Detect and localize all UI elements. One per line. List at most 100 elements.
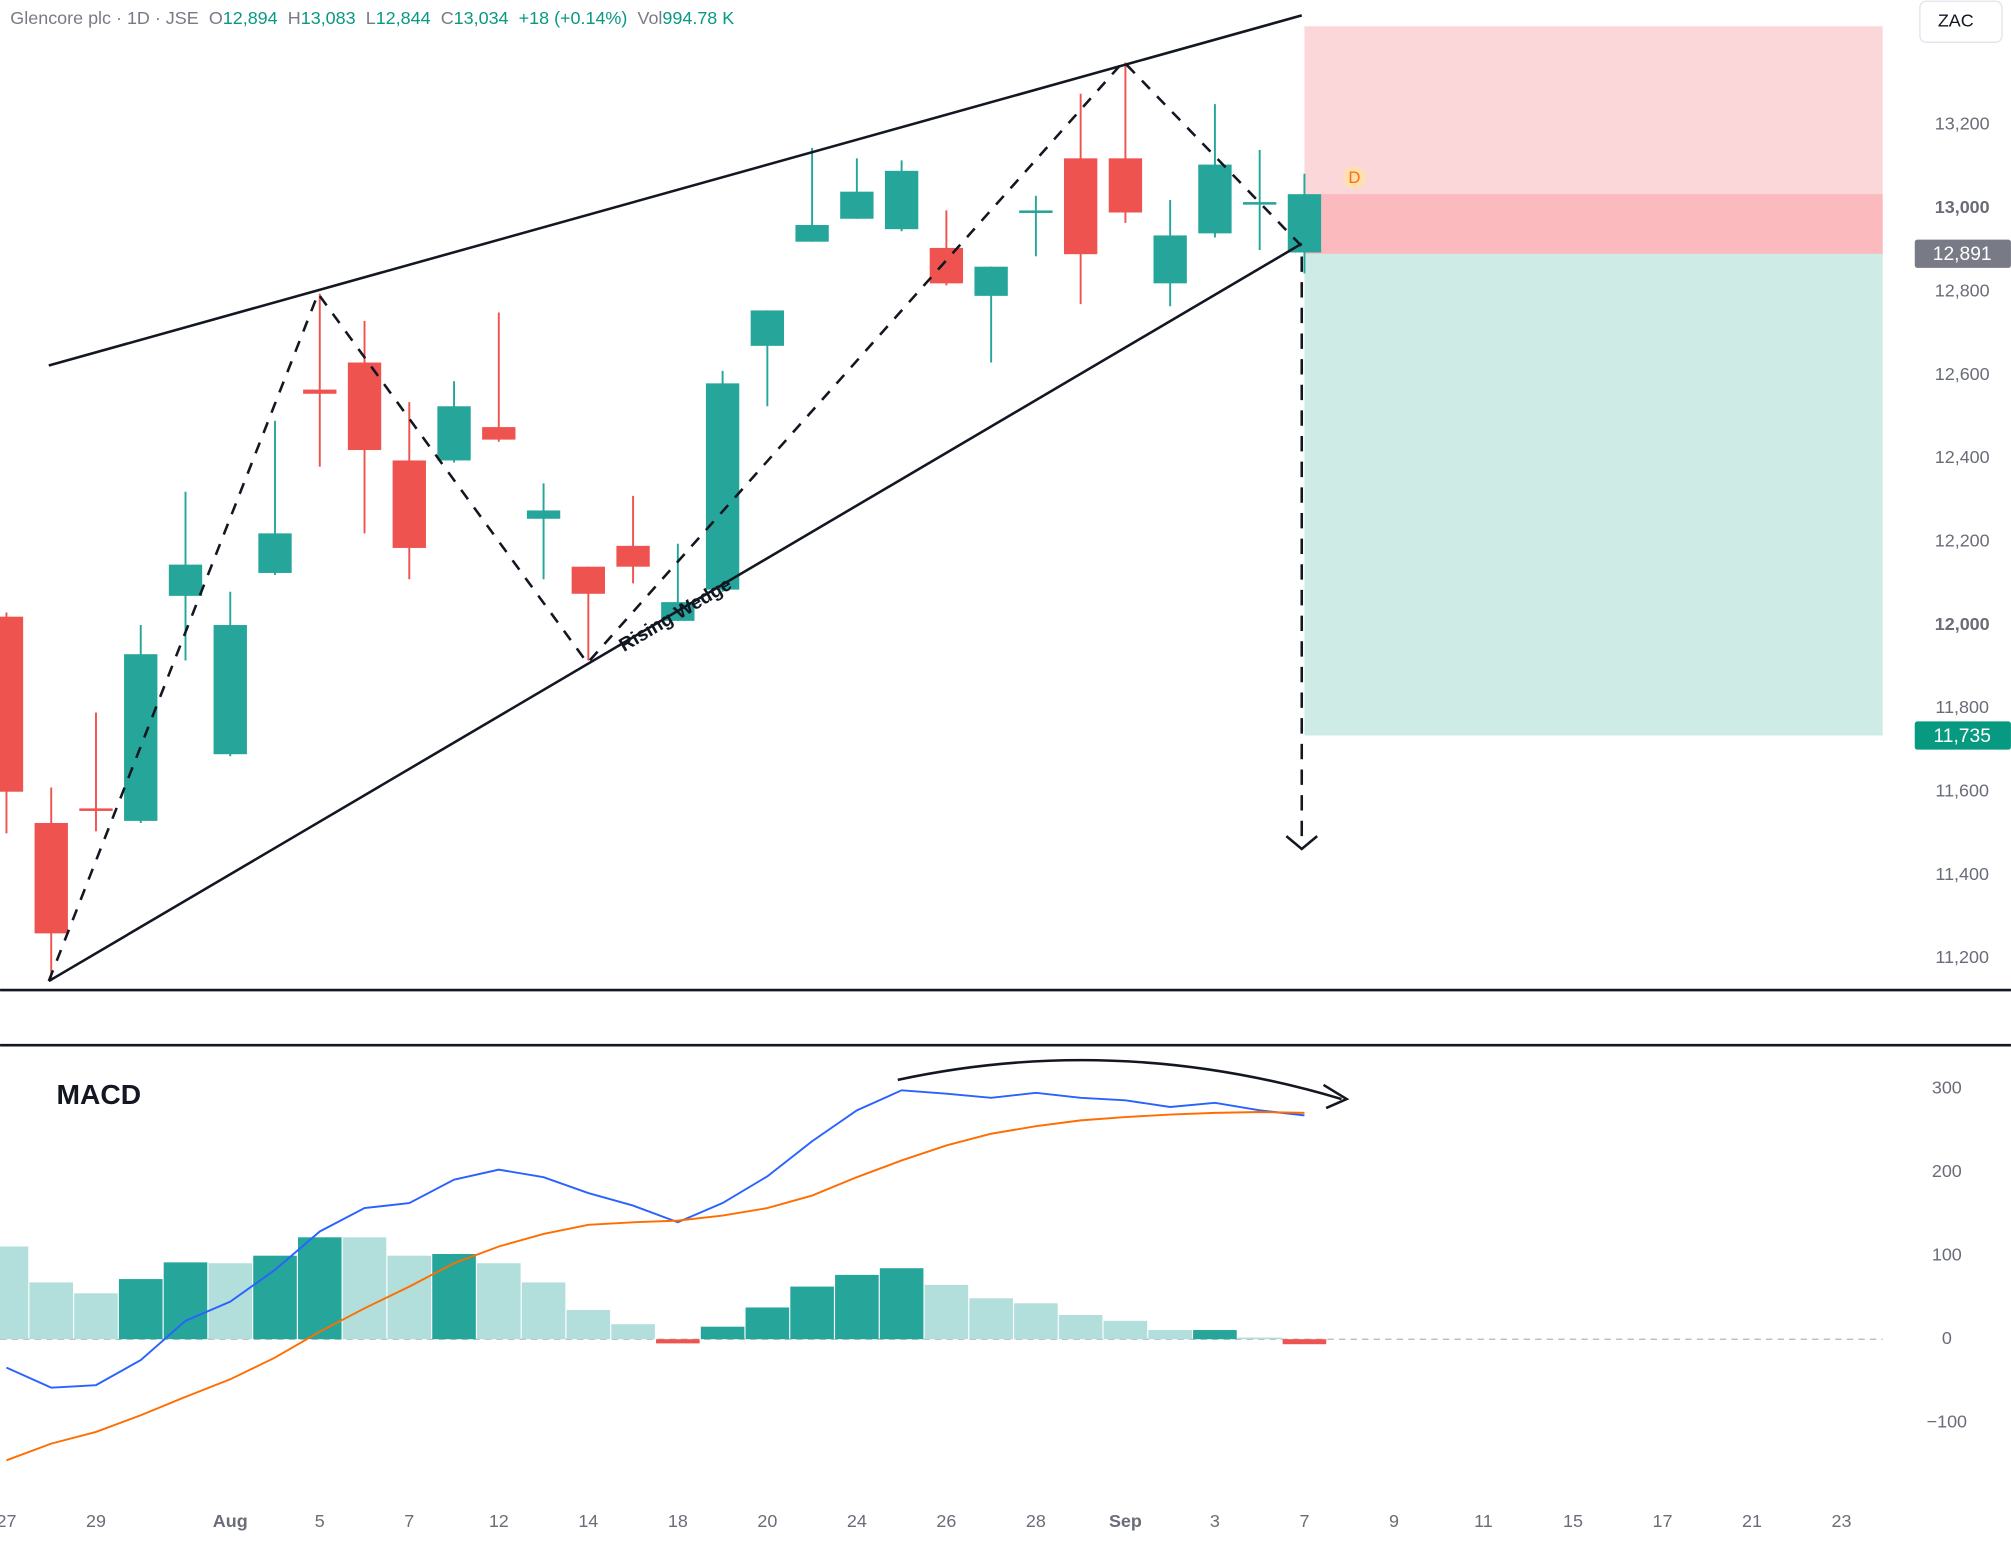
candle-body <box>213 625 247 755</box>
histogram-bar <box>611 1324 655 1340</box>
ohlc-key: L <box>366 8 376 28</box>
y-tick-label: 11,800 <box>1935 697 1989 717</box>
histogram-bar <box>745 1307 790 1340</box>
open-loss-zone <box>1304 194 1883 254</box>
candle-body <box>616 545 650 567</box>
y-tick-label: 300 <box>1932 1077 1962 1097</box>
ohlc-key: H <box>288 8 301 28</box>
y-tick-label: 100 <box>1932 1244 1962 1264</box>
histogram-bar <box>790 1286 834 1340</box>
x-tick-label: 21 <box>1742 1511 1762 1531</box>
price-tag-label: 11,735 <box>1934 726 1991 747</box>
symbol-legend: Glencore plc · 1D · JSE O12,894 H13,083 … <box>10 8 734 28</box>
macd-arc-arrowhead <box>1322 1083 1350 1110</box>
ohlc-value: 12,844 <box>376 8 431 28</box>
y-tick-label: 12,000 <box>1935 614 1990 634</box>
currency-button[interactable]: ZAC <box>1919 0 2003 43</box>
y-tick-label: 0 <box>1942 1328 1952 1348</box>
y-tick-label: 13,000 <box>1935 197 1990 217</box>
y-tick-label: 12,800 <box>1935 280 1990 300</box>
symbol: Glencore plc · 1D · JSE <box>10 8 198 28</box>
x-tick-label: 5 <box>315 1511 325 1531</box>
ohlc-key: C <box>441 8 454 28</box>
event-marker <box>1342 165 1366 190</box>
x-tick-label: 3 <box>1210 1511 1220 1531</box>
candle-body <box>526 510 561 519</box>
histogram-bar <box>700 1326 745 1340</box>
x-tick-label: 27 <box>0 1511 16 1531</box>
histogram-bar <box>342 1237 387 1340</box>
macd-arc-arrow <box>897 1058 1342 1101</box>
wedge-drawing <box>47 14 1350 1110</box>
y-tick-label: 12,600 <box>1935 364 1990 384</box>
x-tick-label: 20 <box>757 1511 777 1531</box>
histogram-bar <box>476 1263 521 1340</box>
x-tick-label: Aug <box>213 1511 248 1531</box>
histogram-bar <box>1282 1339 1327 1345</box>
x-tick-label: 12 <box>489 1511 509 1531</box>
x-tick-label: 29 <box>86 1511 106 1531</box>
candle-body <box>168 564 203 596</box>
histogram-bar <box>1058 1314 1103 1340</box>
candle-body <box>258 533 292 573</box>
currency-label[interactable]: ZAC <box>1938 11 1974 31</box>
candle-body <box>795 225 829 242</box>
histogram-bar <box>1148 1330 1192 1340</box>
volume-key: Vol <box>637 8 662 28</box>
x-tick-label: 28 <box>1026 1511 1046 1531</box>
histogram-bar <box>297 1237 342 1340</box>
histogram-bar <box>0 1246 29 1340</box>
histogram-bar <box>118 1279 163 1340</box>
histogram-bar <box>387 1255 432 1340</box>
histogram-bar <box>163 1262 208 1340</box>
x-tick-label: 9 <box>1389 1511 1399 1531</box>
candle-body <box>124 654 158 821</box>
pattern-label: Rising Wedge <box>616 574 736 657</box>
candle-body <box>303 389 337 394</box>
candle-body <box>1063 158 1098 255</box>
y-tick-label: 12,200 <box>1935 530 1990 550</box>
event-marker-label: D <box>1348 168 1360 187</box>
histogram-bar <box>432 1254 476 1340</box>
histogram-bar <box>74 1293 118 1340</box>
candle-body <box>884 170 919 230</box>
candle-body <box>750 310 785 346</box>
x-tick-label: Sep <box>1109 1511 1142 1531</box>
candle-body <box>840 191 874 219</box>
x-tick-label: 14 <box>578 1511 598 1531</box>
histogram-bar <box>521 1282 566 1340</box>
x-tick-label: 7 <box>404 1511 414 1531</box>
histogram-bar <box>1014 1303 1058 1340</box>
x-tick-label: 7 <box>1299 1511 1309 1531</box>
candle-body <box>347 362 382 451</box>
histogram-bar <box>656 1339 700 1344</box>
price-tag <box>1914 239 2011 268</box>
candle-body <box>705 383 740 590</box>
target-arrowhead <box>1285 835 1318 851</box>
y-tick-label: −100 <box>1927 1411 1967 1431</box>
histogram-bar <box>879 1268 924 1340</box>
y-tick-label: 11,400 <box>1935 864 1989 884</box>
x-tick-label: 17 <box>1653 1511 1673 1531</box>
y-tick-label: 12,400 <box>1935 447 1990 467</box>
currency-button-box[interactable] <box>1919 0 2003 43</box>
histogram-bar <box>566 1309 611 1340</box>
candle-body <box>482 427 516 440</box>
macd-line <box>6 1111 1305 1462</box>
wedge-upper-line <box>48 14 1303 367</box>
position-zones <box>1304 26 1883 736</box>
change: +18 (+0.14%) <box>519 8 628 28</box>
ohlc-key: O <box>209 8 223 28</box>
histogram-bar <box>969 1298 1013 1340</box>
candle-body <box>392 460 426 548</box>
wedge-lower-line <box>48 242 1303 983</box>
histogram-bar <box>253 1255 297 1340</box>
ohlc-value: 12,894 <box>223 8 278 28</box>
histogram-bar <box>835 1274 879 1340</box>
ohlc-value: 13,034 <box>454 8 509 28</box>
candle-body <box>34 822 68 934</box>
x-tick-label: 23 <box>1832 1511 1852 1531</box>
price-tag-label: 12,891 <box>1933 244 1992 265</box>
x-tick-label: 18 <box>668 1511 688 1531</box>
